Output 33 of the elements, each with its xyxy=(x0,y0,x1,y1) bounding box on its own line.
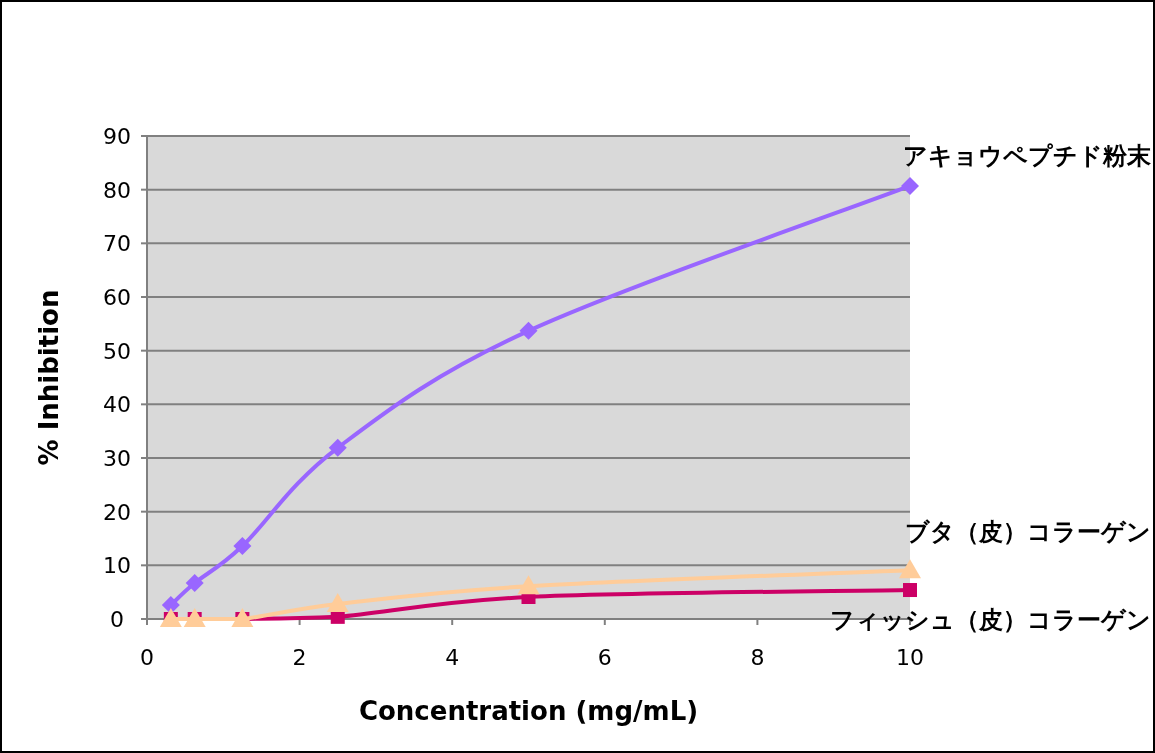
point xyxy=(899,559,921,579)
y-tick-label: 60 xyxy=(103,285,131,310)
series-label: ブタ（皮）コラーゲン xyxy=(905,518,1151,546)
x-tick-label: 8 xyxy=(750,645,765,670)
y-axis-title: % Inhibition xyxy=(34,289,64,466)
y-tick-label: 40 xyxy=(103,392,131,418)
point xyxy=(185,574,204,593)
x-tick-label: 4 xyxy=(445,645,460,670)
y-tick-label: 0 xyxy=(110,607,124,632)
y-tick-label: 70 xyxy=(103,231,131,257)
point xyxy=(519,321,538,340)
point xyxy=(183,608,206,627)
point xyxy=(326,592,349,612)
y-tick-label: 80 xyxy=(103,177,131,203)
x-tick-label: 2 xyxy=(292,645,307,670)
y-tick-label: 30 xyxy=(103,446,131,471)
y-tick-label: 90 xyxy=(103,124,131,149)
point xyxy=(159,608,182,627)
series-label: フィッシュ（皮）コラーゲン xyxy=(830,606,1151,634)
point xyxy=(233,537,252,556)
point xyxy=(901,176,919,195)
y-tick-label: 10 xyxy=(103,553,131,579)
x-axis-title: Concentration (mg/mL) xyxy=(358,696,699,726)
point xyxy=(517,575,540,595)
point xyxy=(903,583,917,598)
series-label: アキョウペプチド粉末 xyxy=(903,141,1152,169)
point xyxy=(328,438,347,457)
x-tick-label: 0 xyxy=(140,645,154,670)
x-tick-label: 10 xyxy=(896,645,924,670)
y-tick-label: 50 xyxy=(103,338,131,364)
x-tick-label: 6 xyxy=(597,645,612,670)
y-tick-label: 20 xyxy=(103,499,131,525)
point xyxy=(231,608,254,627)
